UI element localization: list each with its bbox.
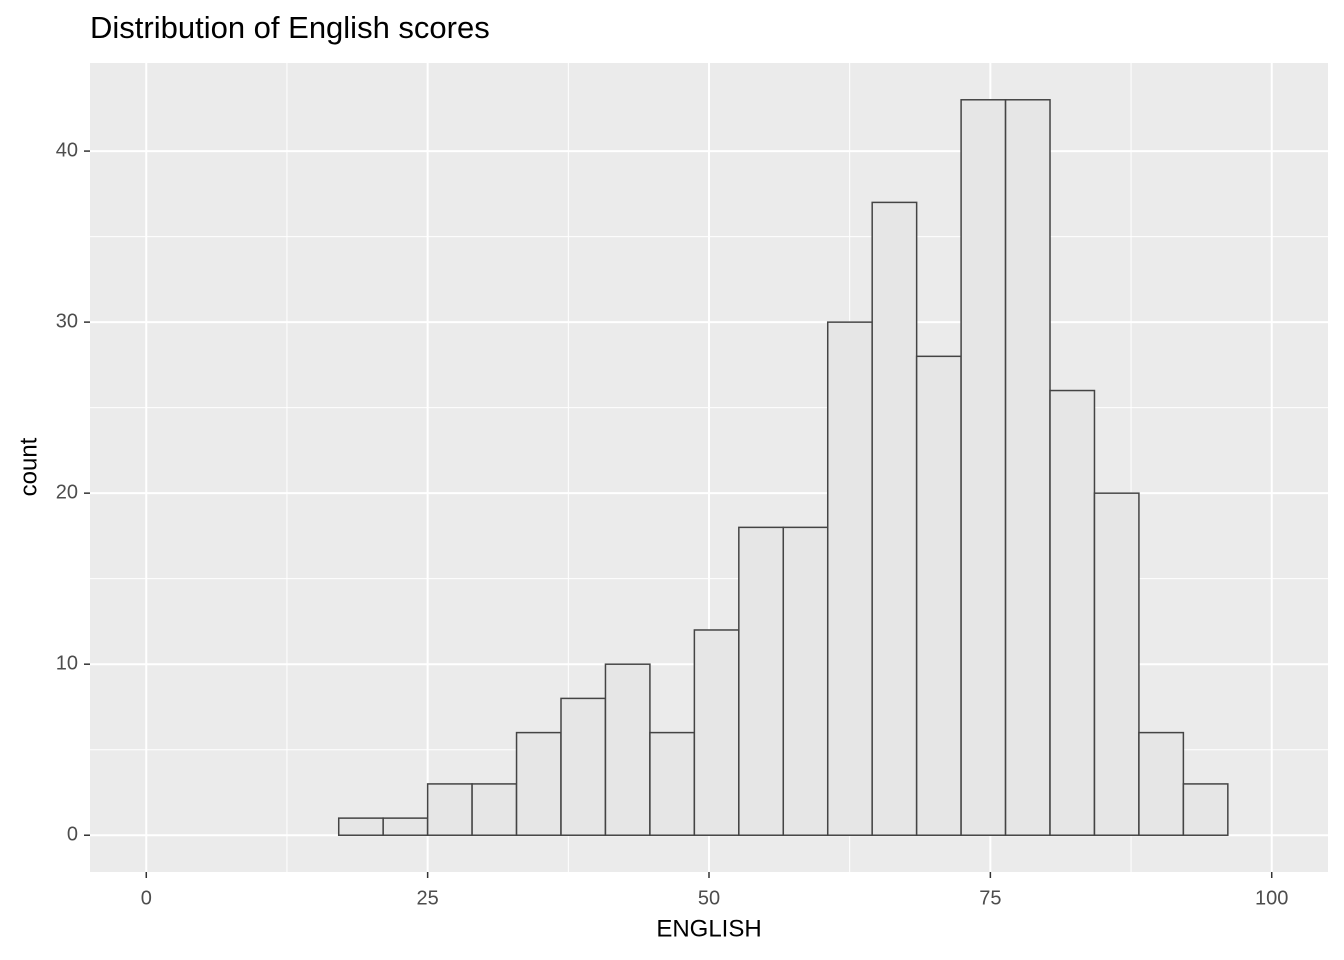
bar xyxy=(960,99,1007,836)
bar xyxy=(604,663,651,836)
bar xyxy=(1138,731,1185,836)
y-tick-label: 40 xyxy=(56,139,78,161)
bar xyxy=(426,783,473,836)
bar xyxy=(471,783,518,836)
bar xyxy=(871,201,918,836)
x-tick-label: 75 xyxy=(979,887,1001,909)
x-tick-label: 0 xyxy=(141,887,152,909)
x-tick-label: 50 xyxy=(698,887,720,909)
bar xyxy=(649,731,696,836)
y-tick-label: 30 xyxy=(56,310,78,332)
bar xyxy=(337,817,384,836)
bar xyxy=(1093,492,1140,836)
bar xyxy=(826,321,873,836)
y-tick-label: 20 xyxy=(56,481,78,503)
bars xyxy=(337,99,1229,836)
bar xyxy=(738,526,785,836)
bar xyxy=(1049,389,1096,836)
x-tick-label: 100 xyxy=(1255,887,1288,909)
y-tick-label: 10 xyxy=(56,652,78,674)
bar xyxy=(1182,783,1229,836)
bar xyxy=(560,697,607,836)
x-tick-label: 25 xyxy=(417,887,439,909)
bar xyxy=(1004,99,1051,836)
y-tick-label: 0 xyxy=(67,824,78,846)
bar xyxy=(782,526,829,836)
chart-title: Distribution of English scores xyxy=(90,10,490,45)
bar xyxy=(515,731,562,836)
y-axis-title: count xyxy=(15,437,42,496)
x-axis-title: ENGLISH xyxy=(656,915,761,942)
bar xyxy=(915,355,962,836)
bar xyxy=(693,629,740,836)
bar xyxy=(382,817,429,836)
